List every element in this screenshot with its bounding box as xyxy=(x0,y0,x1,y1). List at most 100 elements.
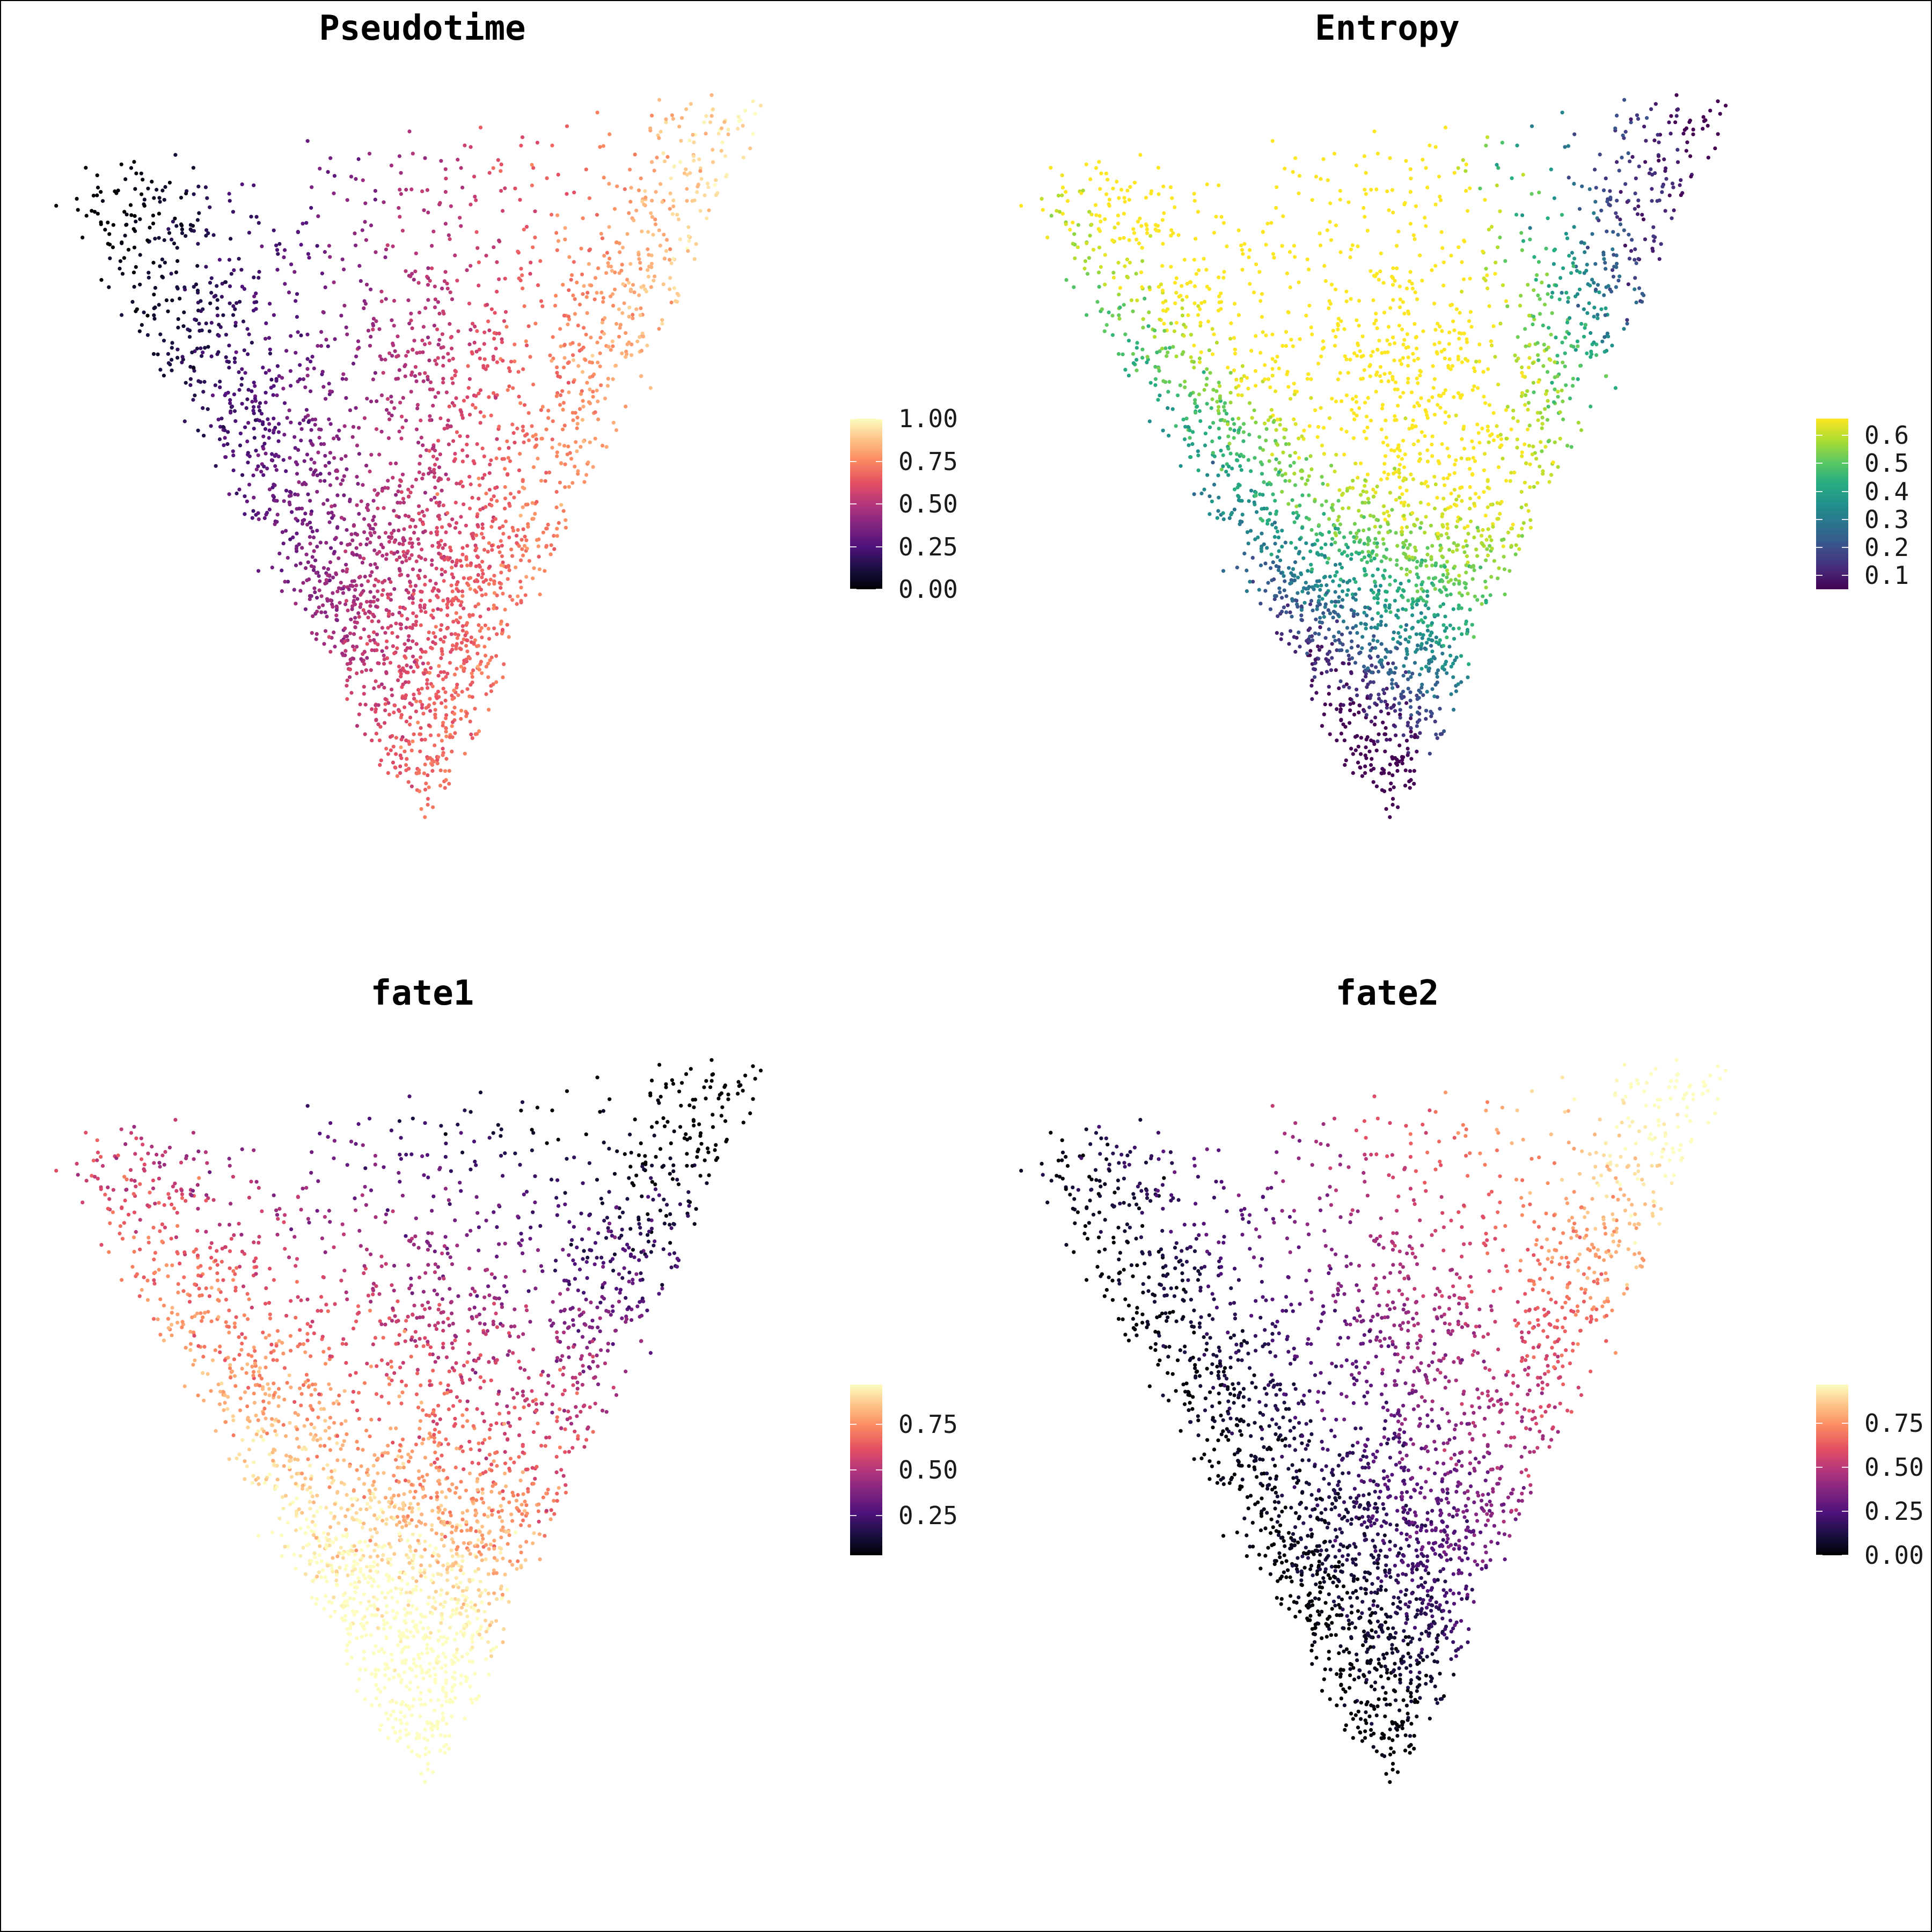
cell-point xyxy=(1283,166,1287,171)
cell-point xyxy=(1701,115,1706,119)
cell-point xyxy=(335,589,340,594)
cell-point xyxy=(344,396,348,400)
cell-point xyxy=(539,408,544,412)
cell-point xyxy=(1355,693,1359,698)
cell-point xyxy=(362,685,366,689)
cell-point xyxy=(489,525,494,529)
cell-point xyxy=(326,573,330,577)
cell-point xyxy=(1338,577,1343,582)
cell-point xyxy=(405,757,409,761)
cell-point xyxy=(1419,430,1424,434)
cell-point xyxy=(318,579,322,583)
cell-point xyxy=(1350,592,1355,597)
cell-point xyxy=(309,564,313,568)
cell-point xyxy=(1440,329,1444,333)
cell-point xyxy=(1546,439,1550,444)
cell-point xyxy=(1578,364,1583,368)
cell-point xyxy=(368,469,372,474)
cell-point xyxy=(455,618,459,623)
cell-point xyxy=(1320,671,1324,676)
cell-point xyxy=(192,369,196,373)
cell-point xyxy=(1491,324,1496,328)
cell-point xyxy=(1415,572,1419,576)
cell-point xyxy=(294,546,298,551)
cell-point xyxy=(427,723,431,728)
cell-point xyxy=(1328,611,1332,616)
cell-point xyxy=(368,562,373,567)
cell-point xyxy=(281,386,286,391)
cell-point xyxy=(1398,708,1402,712)
cell-point xyxy=(425,448,429,452)
cell-point xyxy=(1140,356,1145,360)
cell-point xyxy=(1520,248,1524,252)
cell-point xyxy=(377,684,381,689)
cell-point xyxy=(1544,392,1548,396)
cell-point xyxy=(1229,513,1233,517)
cell-point xyxy=(1364,192,1368,196)
cell-point xyxy=(412,692,416,697)
cell-point xyxy=(1288,464,1293,468)
cell-point xyxy=(296,448,301,452)
cell-point xyxy=(1375,545,1379,549)
cell-point xyxy=(182,310,186,314)
cell-point xyxy=(254,449,258,453)
cell-point xyxy=(1570,251,1574,255)
cell-point xyxy=(478,421,482,425)
cell-point xyxy=(1569,271,1574,275)
cell-point xyxy=(1217,405,1221,409)
cell-point xyxy=(628,200,633,204)
cell-point xyxy=(394,493,398,497)
cell-point xyxy=(179,195,184,200)
cell-point xyxy=(376,661,380,665)
cell-point xyxy=(1369,419,1373,423)
cell-point xyxy=(361,178,365,182)
cell-point xyxy=(355,443,360,448)
cell-point xyxy=(414,699,419,704)
cell-point xyxy=(675,291,679,296)
cell-point xyxy=(213,383,217,387)
cell-point xyxy=(469,145,473,149)
cell-point xyxy=(1386,350,1390,354)
cell-point xyxy=(1309,562,1313,567)
cell-point xyxy=(1563,335,1568,340)
cell-point xyxy=(131,270,136,275)
cell-point xyxy=(246,352,250,356)
cell-point xyxy=(1401,438,1406,443)
cell-point xyxy=(323,250,327,254)
cell-point xyxy=(240,367,244,371)
cell-point xyxy=(1432,694,1437,699)
cell-point xyxy=(499,169,503,173)
cell-point xyxy=(184,380,188,385)
cell-point xyxy=(1402,465,1407,470)
cell-point xyxy=(1319,243,1323,247)
cell-point xyxy=(1452,582,1456,586)
cell-point xyxy=(1395,769,1400,773)
cell-point xyxy=(375,566,379,570)
cell-point xyxy=(1374,784,1379,788)
cell-point xyxy=(543,479,547,483)
cell-point xyxy=(1480,426,1484,431)
cell-point xyxy=(1615,113,1619,118)
cell-point xyxy=(1198,320,1203,325)
cell-point xyxy=(450,693,454,698)
cell-point xyxy=(627,211,631,215)
cell-point xyxy=(1542,342,1546,347)
cell-point xyxy=(1438,638,1442,642)
cell-point xyxy=(566,361,570,365)
cell-point xyxy=(1401,595,1405,599)
cell-point xyxy=(1487,228,1491,232)
cell-point xyxy=(1365,472,1370,477)
cell-point xyxy=(571,293,575,298)
cell-point xyxy=(441,377,445,381)
cell-point xyxy=(1387,771,1391,775)
cell-point xyxy=(404,269,408,273)
cell-point xyxy=(359,657,363,661)
cell-point xyxy=(1402,514,1406,518)
cell-point xyxy=(1145,355,1150,359)
cell-point xyxy=(1302,428,1306,433)
cell-point xyxy=(392,540,397,544)
cell-point xyxy=(1216,509,1220,513)
cell-point xyxy=(249,215,253,219)
cell-point xyxy=(419,435,423,440)
cell-point xyxy=(468,587,472,591)
